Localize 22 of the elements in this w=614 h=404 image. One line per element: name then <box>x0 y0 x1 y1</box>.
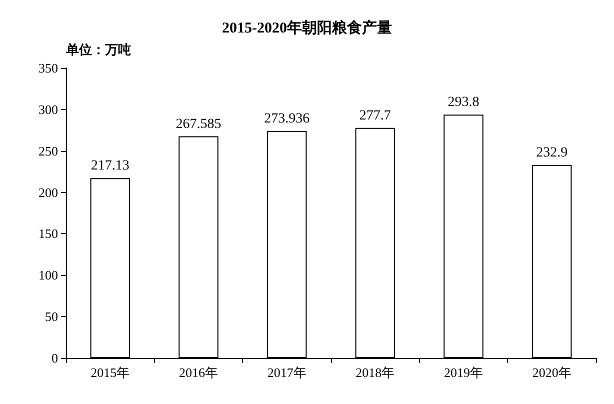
y-tick-label: 350 <box>38 60 58 76</box>
y-axis-title: 单位：万吨 <box>65 42 131 57</box>
x-tick-label: 2015年 <box>90 365 130 380</box>
y-tick-label: 250 <box>38 143 58 158</box>
x-tick-label: 2020年 <box>532 365 572 380</box>
x-tick-label: 2018年 <box>356 365 395 380</box>
x-tick-label: 2016年 <box>179 365 218 380</box>
y-tick-label: 300 <box>38 102 58 117</box>
data-label: 217.13 <box>90 158 130 174</box>
data-label: 232.9 <box>536 146 568 161</box>
data-label: 277.7 <box>359 108 391 124</box>
data-label: 293.8 <box>448 95 480 110</box>
chart-title: 2015-2020年朝阳粮食产量 <box>222 20 392 36</box>
y-tick-label: 200 <box>38 184 58 200</box>
data-label: 273.936 <box>264 112 310 127</box>
y-tick-label: 0 <box>52 350 58 366</box>
x-tick-label: 2019年 <box>444 365 483 380</box>
data-label: 267.585 <box>176 116 222 132</box>
y-tick-label: 100 <box>38 268 58 283</box>
y-tick-label: 50 <box>45 309 58 324</box>
y-tick-label: 150 <box>38 226 58 242</box>
x-tick-label: 2017年 <box>267 365 306 380</box>
